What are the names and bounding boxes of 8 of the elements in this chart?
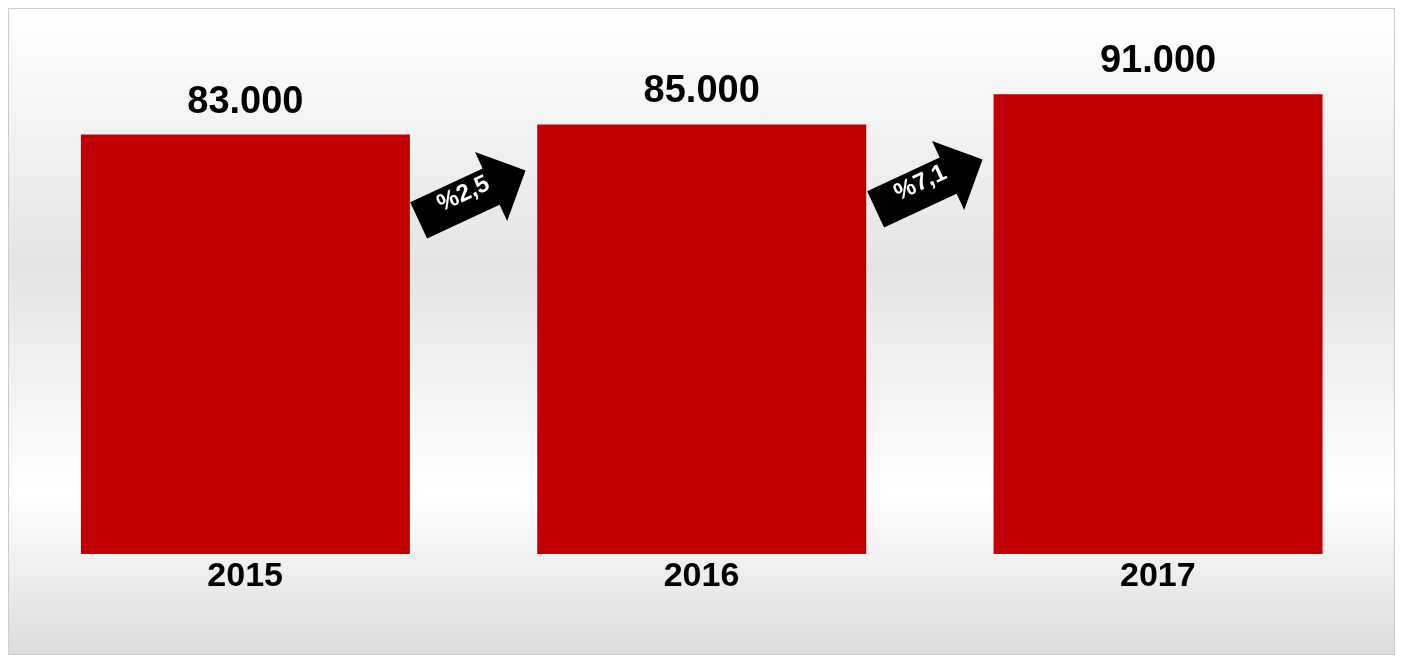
data-label: 85.000: [643, 68, 760, 111]
x-tick-label: 2016: [663, 555, 740, 594]
x-tick-label: 2015: [207, 555, 283, 594]
annotation: %2,5: [431, 167, 495, 218]
annotation: %7,1: [887, 157, 951, 208]
data-label: 91.000: [1099, 38, 1217, 81]
x-tick-label: 2017: [1120, 555, 1196, 594]
data-label: 83.000: [187, 78, 304, 121]
